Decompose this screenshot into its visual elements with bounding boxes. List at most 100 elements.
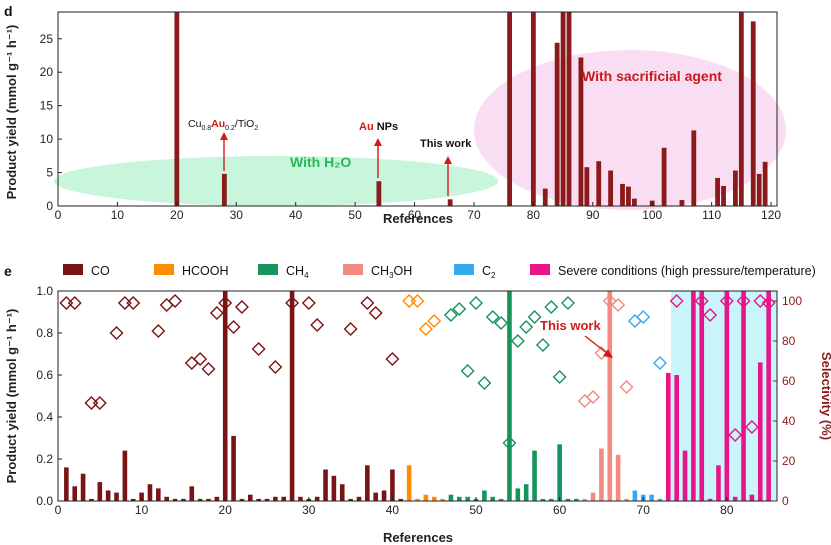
- bar-d: [447, 199, 453, 206]
- panel-d-xlabel: References: [383, 211, 453, 226]
- bar-d: [679, 199, 685, 206]
- bar-e: [490, 496, 496, 501]
- y-tick-label-e: 0.0: [36, 494, 53, 508]
- x-tick-label-d: 100: [642, 208, 662, 222]
- legend-swatch-ch4: [258, 264, 278, 275]
- bar-d: [376, 181, 382, 206]
- bar-e: [139, 492, 144, 501]
- bar-e: [757, 362, 763, 501]
- legend-severe: Severe conditions (high pressure/tempera…: [558, 264, 816, 278]
- bar-d: [661, 147, 667, 206]
- x-tick-label-d: 0: [55, 208, 62, 222]
- x-tick-label-d: 10: [111, 208, 125, 222]
- panel-d-frame: [57, 11, 778, 207]
- selectivity-marker: [594, 346, 609, 360]
- selectivity-marker: [627, 314, 642, 328]
- with-h2o-label: With H₂O: [290, 154, 351, 170]
- bar-d: [733, 170, 738, 206]
- legend-hcooh: HCOOH: [182, 264, 229, 278]
- bar-e: [64, 467, 69, 501]
- x-tick-label-d: 60: [408, 208, 422, 222]
- bar-e: [373, 492, 378, 501]
- bar-e: [415, 498, 420, 501]
- x-tick-label-e: 0: [55, 503, 62, 517]
- bar-e: [239, 498, 245, 501]
- bar-e: [707, 498, 713, 501]
- bar-e: [231, 435, 236, 501]
- selectivity-marker: [268, 360, 283, 374]
- legend-ch4: CH4: [286, 264, 309, 280]
- bar-d: [738, 12, 744, 206]
- y-tick-label-d: 15: [40, 99, 54, 113]
- bar-e: [532, 450, 537, 501]
- bar-e: [331, 475, 337, 501]
- bar-e: [691, 291, 696, 501]
- bar-d: [721, 185, 726, 206]
- bar-d: [566, 12, 572, 206]
- bar-e: [649, 494, 654, 501]
- y2-tick-label-e: 0: [782, 494, 789, 508]
- panel-d-ticks: 0 10 20 30 40 50 60 70 80 90 100 110 120 0 5 10 15 20 25: [40, 32, 782, 222]
- bar-e: [615, 454, 621, 501]
- selectivity-marker: [527, 310, 542, 324]
- bar-e: [457, 496, 462, 501]
- selectivity-marker: [552, 370, 567, 384]
- selectivity-marker: [636, 310, 651, 324]
- legend-swatch-co: [63, 264, 83, 275]
- selectivity-marker: [753, 294, 768, 308]
- selectivity-marker: [602, 294, 617, 308]
- legend-swatch-ch3oh: [343, 264, 363, 275]
- y-tick-label-e: 1.0: [36, 284, 53, 298]
- selectivity-marker: [560, 296, 575, 310]
- legend-co: CO: [91, 264, 110, 278]
- bar-e: [89, 498, 94, 501]
- selectivity-marker: [761, 296, 776, 310]
- bar-e: [565, 498, 571, 501]
- bar-e: [749, 494, 755, 501]
- bar-e: [356, 496, 362, 501]
- bar-e: [741, 291, 746, 501]
- selectivity-marker: [360, 296, 375, 310]
- bar-e: [398, 498, 404, 501]
- selectivity-marker: [109, 326, 124, 340]
- selectivity-marker: [184, 356, 199, 370]
- bar-d: [715, 177, 720, 206]
- bar-e: [716, 465, 721, 501]
- y-tick-label-e: 0.8: [36, 326, 53, 340]
- bar-e: [214, 496, 220, 501]
- selectivity-marker: [510, 334, 525, 348]
- bar-e: [381, 490, 387, 501]
- selectivity-marker: [59, 296, 74, 310]
- panel-d-ylabel: Product yield (mmol g⁻¹ h⁻¹): [4, 25, 19, 200]
- panel-e-legend: CO HCOOH CH4 CH3OH C2 Severe conditions …: [63, 264, 816, 280]
- y-tick-label-d: 25: [40, 32, 54, 46]
- selectivity-marker: [410, 294, 425, 308]
- bar-e: [147, 484, 153, 501]
- bar-d: [756, 173, 762, 206]
- selectivity-marker: [168, 294, 183, 308]
- selectivity-marker: [301, 296, 316, 310]
- y2-tick-label-e: 40: [782, 414, 796, 428]
- selectivity-marker: [577, 394, 592, 408]
- this-work-e-arrow: [584, 335, 609, 355]
- selectivity-marker: [477, 376, 492, 390]
- bar-e: [590, 492, 596, 501]
- bar-e: [431, 496, 437, 501]
- selectivity-marker: [669, 294, 684, 308]
- bar-e: [624, 498, 629, 501]
- bar-e: [666, 372, 671, 501]
- x-tick-label-e: 50: [469, 503, 483, 517]
- bar-e: [164, 496, 169, 501]
- panel-e-ticks: 0 10 20 30 40 50 60 70 80 0.0 0.2 0.4 0.6 0.8 1.0 0 20 40…: [36, 284, 802, 517]
- selectivity-marker: [460, 364, 475, 378]
- au-nps-arrowhead: [374, 138, 382, 146]
- bar-e: [724, 291, 730, 501]
- panel-e-bars: [64, 291, 771, 501]
- y-tick-label-d: 0: [46, 199, 53, 213]
- bar-e: [515, 488, 521, 501]
- selectivity-marker: [418, 322, 433, 336]
- panel-e-frame: [57, 290, 778, 502]
- bar-d: [174, 12, 180, 206]
- selectivity-marker: [151, 324, 166, 338]
- bar-e: [674, 375, 679, 501]
